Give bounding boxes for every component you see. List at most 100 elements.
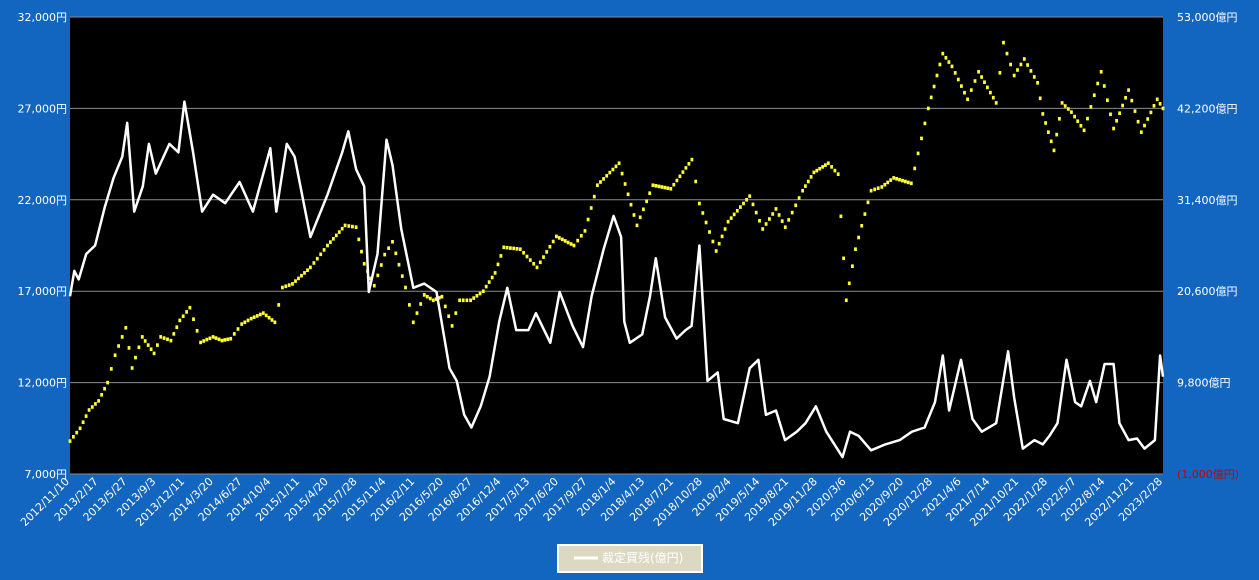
price-point [81,420,85,424]
left-tick-label: 32,000円 [18,11,68,24]
price-point [294,279,297,283]
price-point [608,170,612,175]
price-point [714,249,718,253]
price-point [790,210,794,215]
price-point [214,336,218,340]
price-point [258,312,262,317]
price-point [512,246,516,251]
price-point [774,207,778,211]
price-point [379,263,383,267]
price-point [735,209,739,213]
price-point [78,426,82,431]
price-point [226,337,230,342]
price-point [195,329,199,333]
price-point [332,237,335,241]
legend: 裁定買残(億円) [557,544,703,573]
price-point [909,181,913,186]
price-point [809,175,813,179]
price-point [941,51,945,56]
price-point [764,222,768,226]
price-point [729,216,733,220]
left-tick-label: 12,000円 [18,377,68,390]
price-point [889,178,893,182]
price-point [1133,109,1137,113]
price-point [515,247,519,251]
price-point [913,166,917,171]
price-point [1155,97,1159,102]
price-point [461,298,465,303]
price-point [963,90,966,95]
price-point [605,174,609,178]
price-point [906,180,910,185]
price-point [821,165,824,169]
price-point [839,214,843,219]
price-point [319,252,323,257]
price-point [657,184,661,189]
price-point [720,234,724,239]
price-point [901,178,904,183]
price-point [698,201,701,206]
price-point [566,240,570,245]
price-point [478,291,482,296]
price-point [408,303,411,307]
price-point [376,273,380,278]
price-point [804,184,807,188]
price-point [397,262,401,267]
price-point [267,315,271,320]
price-point [614,164,618,169]
price-point [322,248,326,252]
price-point [1152,104,1156,108]
price-point [1002,40,1005,45]
price-point [956,77,960,82]
price-point [1127,88,1130,92]
price-point [1158,102,1162,106]
price-point [797,196,801,200]
price-point [873,187,877,192]
price-point [97,399,100,403]
price-point [87,408,91,412]
price-point [666,186,670,190]
price-point [880,185,884,189]
price-point [199,340,202,345]
price-point [72,435,75,439]
price-point [1146,117,1150,121]
price-point [343,223,347,228]
price-point [1079,124,1083,128]
price-point [1139,130,1143,134]
price-point [751,202,755,207]
price-point [617,161,621,165]
price-point [472,296,476,300]
gridlines [70,16,1163,475]
price-point [711,239,715,244]
price-point [1089,105,1093,109]
price-point [1073,114,1076,119]
price-point [1112,126,1115,131]
price-point [1118,111,1121,115]
price-point [146,343,150,347]
price-point [284,284,288,289]
price-point [391,240,394,244]
price-point [806,179,810,184]
price-point [202,339,206,343]
price-point [969,88,973,92]
price-point [1036,81,1039,85]
price-point [801,188,804,193]
price-point [329,240,332,244]
price-point [124,326,128,330]
price-point [557,236,561,240]
price-point [351,224,354,229]
price-point [589,206,593,210]
price-point [1019,62,1023,67]
right-tick-label: (1,000億円) [1177,468,1239,481]
price-point [620,171,624,176]
price-point [211,335,215,339]
price-point [863,212,867,216]
price-point [748,194,752,198]
price-point [1149,110,1153,115]
price-point [926,106,930,111]
price-point [787,218,791,222]
price-point [824,163,827,167]
price-point [1032,75,1036,79]
price-point [1026,63,1029,67]
price-point [754,210,758,215]
